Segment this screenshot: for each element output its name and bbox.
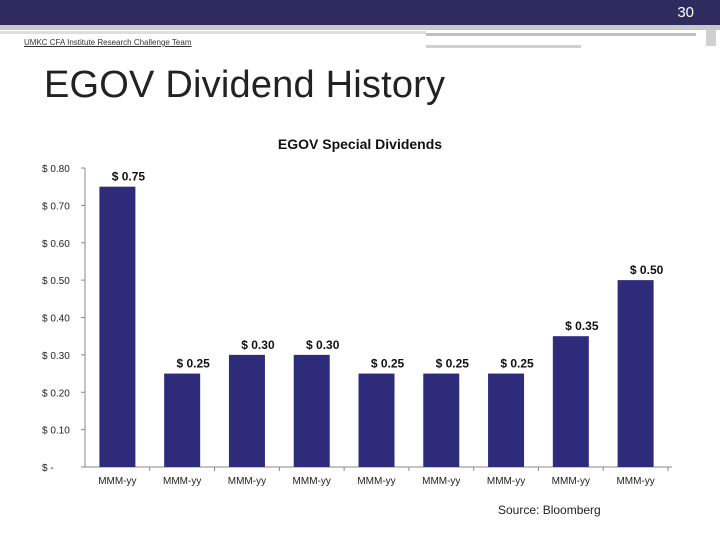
decorative-mark: [706, 30, 716, 46]
decorative-rule: [426, 33, 696, 36]
slide-title: EGOV Dividend History: [44, 64, 446, 106]
slide-number: 30: [677, 4, 694, 21]
x-tick-label: MMM-yy: [422, 476, 460, 487]
y-tick-label: $ 0.10: [42, 426, 70, 437]
y-tick-label: $ 0.50: [42, 276, 70, 287]
chart-title: EGOV Special Dividends: [277, 136, 443, 152]
x-tick-label: MMM-yy: [487, 476, 525, 487]
decorative-rule: [0, 31, 426, 34]
org-label: UMKC CFA Institute Research Challenge Te…: [24, 38, 192, 47]
y-tick-label: $ 0.60: [42, 239, 70, 250]
data-label: $ 0.30: [241, 338, 275, 352]
data-label: $ 0.75: [112, 170, 146, 184]
x-tick-label: MMM-yy: [98, 476, 136, 487]
data-label: $ 0.25: [436, 357, 470, 371]
bar: [228, 354, 265, 467]
decorative-rule: [0, 25, 720, 30]
data-label: $ 0.25: [500, 357, 534, 371]
bar: [488, 373, 525, 467]
data-label: $ 0.35: [565, 319, 599, 333]
bar: [552, 336, 589, 467]
x-tick-label: MMM-yy: [357, 476, 395, 487]
bar: [617, 280, 654, 467]
x-tick-label: MMM-yy: [616, 476, 654, 487]
decorative-rule: [426, 45, 581, 48]
bar: [358, 373, 395, 467]
x-tick-label: MMM-yy: [552, 476, 590, 487]
bar: [164, 373, 201, 467]
y-tick-label: $ 0.80: [42, 164, 70, 175]
data-label: $ 0.25: [371, 357, 405, 371]
data-label: $ 0.30: [306, 338, 340, 352]
bar: [423, 373, 460, 467]
bar: [293, 354, 330, 467]
y-tick-label: $ 0.70: [42, 201, 70, 212]
data-label: $ 0.50: [630, 263, 664, 277]
data-label: $ 0.25: [176, 357, 210, 371]
bar: [99, 186, 136, 467]
y-tick-label: $ 0.40: [42, 314, 70, 325]
y-tick-label: $ 0.30: [42, 351, 70, 362]
y-tick-label: $ 0.20: [42, 388, 70, 399]
top-banner: 30: [0, 0, 720, 25]
source-note: Source: Bloomberg: [498, 503, 601, 517]
x-tick-label: MMM-yy: [163, 476, 201, 487]
y-tick-label: $ -: [42, 463, 54, 474]
x-tick-label: MMM-yy: [228, 476, 266, 487]
x-tick-label: MMM-yy: [293, 476, 331, 487]
